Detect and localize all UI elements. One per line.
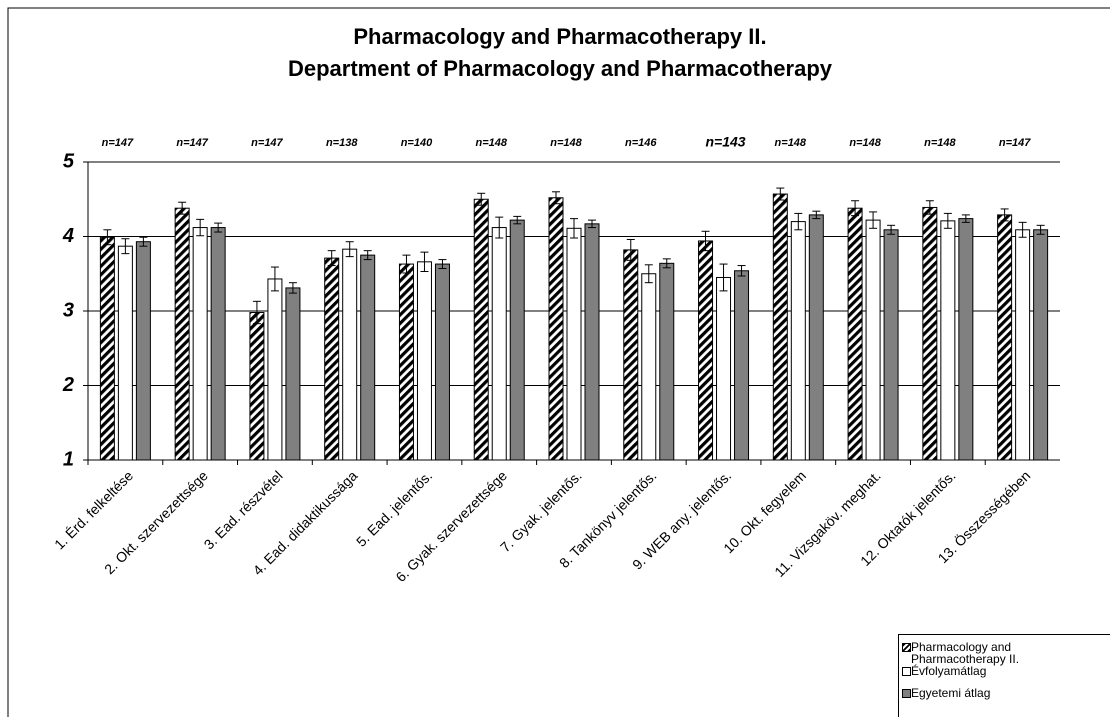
annotation: n=148 — [924, 137, 956, 149]
bar — [509, 219, 525, 461]
bar — [192, 227, 208, 461]
bar — [716, 276, 732, 461]
annotation: n=147 — [176, 137, 208, 149]
chart-title: Department of Pharmacology and Pharmacot… — [288, 56, 833, 81]
legend: Pharmacology and Pharmacotherapy II. Évfo… — [898, 634, 1110, 717]
bar — [1015, 229, 1031, 461]
legend-item: Pharmacology and Pharmacotherapy II. — [899, 641, 1081, 665]
bar — [772, 193, 788, 461]
y-tick-label: 1 — [63, 448, 74, 470]
bar — [698, 240, 714, 461]
legend-swatch — [902, 689, 911, 698]
y-tick-label: 4 — [62, 225, 74, 247]
bar — [99, 236, 115, 461]
bar — [210, 227, 226, 461]
x-tick-label: 1. Érd. felkeltése — [51, 467, 136, 552]
legend-item: Egyetemi átlag — [899, 687, 1081, 699]
legend-item: Évfolyamátlag — [899, 665, 1081, 677]
bar — [958, 218, 974, 461]
bar — [865, 219, 881, 461]
annotation: n=148 — [775, 137, 807, 149]
annotation: n=147 — [102, 137, 134, 149]
bar — [997, 214, 1013, 461]
bar — [808, 214, 824, 461]
bar — [548, 197, 564, 461]
annotation: n=148 — [475, 137, 507, 149]
annotation: n=143 — [705, 134, 745, 150]
legend-swatch — [902, 643, 911, 652]
bar — [734, 270, 750, 461]
bar — [117, 245, 133, 461]
annotation: n=148 — [550, 137, 582, 149]
bar — [491, 227, 507, 461]
bar — [398, 263, 414, 461]
bar — [940, 220, 956, 461]
bar — [342, 248, 358, 461]
annotation: n=146 — [625, 137, 657, 149]
bar — [659, 262, 675, 461]
annotation: n=147 — [999, 137, 1031, 149]
bar — [135, 241, 151, 461]
x-tick-label: 3. Ead. részvétel — [201, 467, 286, 552]
bar — [922, 206, 938, 461]
annotation: n=140 — [401, 137, 433, 149]
bar — [416, 261, 432, 461]
bar — [473, 198, 489, 461]
y-tick-label: 2 — [62, 374, 74, 396]
legend-label: Egyetemi átlag — [911, 686, 991, 700]
annotation: n=147 — [251, 137, 283, 149]
legend-swatch — [902, 667, 911, 676]
annotation: n=138 — [326, 137, 358, 149]
bar — [883, 229, 899, 461]
bar — [584, 223, 600, 461]
y-tick-label: 5 — [63, 150, 75, 172]
bar — [1033, 229, 1049, 461]
chart-title: Pharmacology and Pharmacotherapy II. — [353, 24, 766, 49]
bar — [623, 249, 639, 461]
bar — [324, 257, 340, 461]
frame — [7, 7, 1110, 717]
legend-label: Pharmacology and Pharmacotherapy II. — [911, 640, 1020, 666]
bar — [566, 227, 582, 461]
bar — [174, 207, 190, 461]
x-tick-label: 5. Ead. jelentős. — [353, 467, 435, 549]
bar — [790, 221, 806, 461]
x-tick-label: 7. Gyak. jelentős. — [497, 467, 585, 555]
annotation: n=148 — [849, 137, 881, 149]
bar — [249, 311, 265, 461]
bar — [641, 273, 657, 461]
bar — [434, 263, 450, 461]
bar — [847, 207, 863, 461]
bar — [267, 278, 283, 461]
bar — [285, 287, 301, 461]
bar — [360, 254, 376, 461]
legend-label: Évfolyamátlag — [911, 664, 987, 678]
y-tick-label: 3 — [63, 299, 74, 321]
